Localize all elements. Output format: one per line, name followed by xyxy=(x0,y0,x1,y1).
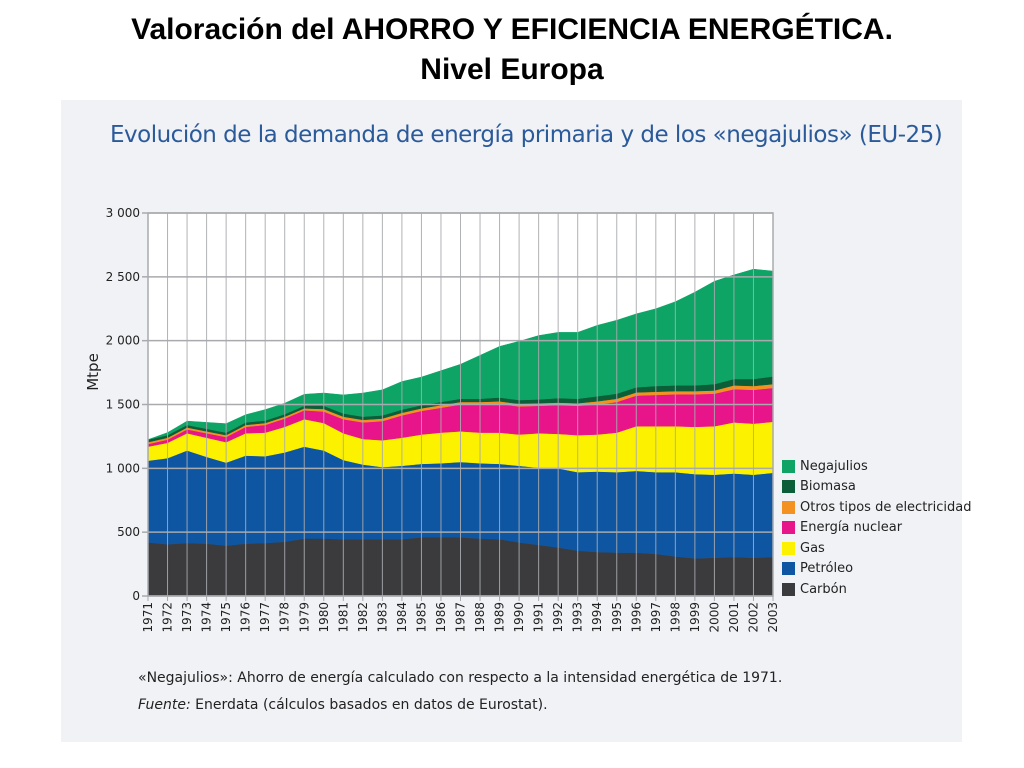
x-tick-label: 1997 xyxy=(649,602,663,633)
x-tick-label: 1992 xyxy=(551,602,565,633)
slide-title: Valoración del AHORRO Y EFICIENCIA ENERG… xyxy=(0,10,1024,90)
legend-label: Biomasa xyxy=(800,479,856,495)
slide-title-line1: Valoración del AHORRO Y EFICIENCIA ENERG… xyxy=(131,13,893,46)
plot-frame xyxy=(147,212,774,597)
legend-swatch xyxy=(782,521,795,535)
x-tick-label: 1995 xyxy=(610,602,624,633)
legend-swatch xyxy=(782,480,795,494)
x-tick-label: 1989 xyxy=(493,602,507,633)
legend-swatch xyxy=(782,582,795,596)
x-tick-label: 1993 xyxy=(571,602,585,633)
legend-item-otros-tipos-de-electricidad: Otros tipos de electricidad xyxy=(782,497,972,518)
x-tick-label: 1984 xyxy=(395,602,409,633)
x-tick-label: 2000 xyxy=(707,602,721,633)
x-tick-label: 1985 xyxy=(414,602,428,633)
y-tick-label: 1 500 xyxy=(106,398,140,412)
x-tick-label: 1971 xyxy=(141,602,155,633)
source-label: Fuente: xyxy=(138,697,191,713)
legend-label: Carbón xyxy=(800,581,847,597)
x-tick-label: 1982 xyxy=(356,602,370,633)
legend-swatch xyxy=(782,562,795,576)
legend-swatch xyxy=(782,500,795,514)
slide-title-line2: Nivel Europa xyxy=(420,53,604,86)
x-tick-label: 1988 xyxy=(473,602,487,633)
x-tick-label: 1978 xyxy=(278,602,292,633)
y-tick-label: 3 000 xyxy=(106,206,140,220)
x-tick-label: 1990 xyxy=(512,602,526,633)
x-tick-label: 1998 xyxy=(668,602,682,633)
legend-label: Otros tipos de electricidad xyxy=(800,499,972,515)
y-tick-label: 2 500 xyxy=(106,270,140,284)
x-tick-label: 1980 xyxy=(317,602,331,633)
legend-label: Gas xyxy=(800,540,825,556)
x-tick-label: 2001 xyxy=(727,602,741,633)
legend-label: Energía nuclear xyxy=(800,520,903,536)
x-tick-label: 2003 xyxy=(766,602,780,633)
legend-item-petroleo: Petróleo xyxy=(782,559,972,580)
legend-item-carbon: Carbón xyxy=(782,579,972,600)
y-axis-label: Mtpe xyxy=(84,353,102,391)
x-tick-label: 1999 xyxy=(688,602,702,633)
x-tick-label: 1986 xyxy=(434,602,448,633)
legend-swatch xyxy=(782,541,795,555)
x-tick-label: 1976 xyxy=(239,602,253,633)
legend-item-energia-nuclear: Energía nuclear xyxy=(782,518,972,539)
legend-item-gas: Gas xyxy=(782,538,972,559)
legend-label: Negajulios xyxy=(800,458,868,474)
x-tick-label: 1979 xyxy=(297,602,311,633)
chart-legend: Negajulios Biomasa Otros tipos de electric… xyxy=(782,456,972,600)
y-tick-label: 1 000 xyxy=(106,461,140,475)
x-tick-label: 1974 xyxy=(200,602,214,633)
x-tick-label: 1994 xyxy=(590,602,604,633)
x-tick-label: 1973 xyxy=(180,602,194,633)
x-tick-label: 2002 xyxy=(746,602,760,633)
x-tick-label: 1981 xyxy=(336,602,350,633)
legend-swatch xyxy=(782,459,795,473)
chart-title: Evolución de la demanda de energía prima… xyxy=(110,122,943,148)
source-text: Enerdata (cálculos basados en datos de E… xyxy=(190,697,548,713)
x-tick-label: 1975 xyxy=(219,602,233,633)
legend-item-negajulios: Negajulios xyxy=(782,456,972,477)
y-tick-label: 500 xyxy=(117,525,140,539)
source-note: Fuente: Enerdata (cálculos basados en da… xyxy=(138,697,548,713)
y-tick-label: 0 xyxy=(132,589,140,603)
x-tick-label: 1991 xyxy=(532,602,546,633)
legend-label: Petróleo xyxy=(800,561,854,577)
y-tick-label: 2 000 xyxy=(106,334,140,348)
x-tick-label: 1983 xyxy=(375,602,389,633)
negajulios-note: «Negajulios»: Ahorro de energía calculad… xyxy=(138,670,783,686)
legend-item-biomasa: Biomasa xyxy=(782,477,972,498)
x-tick-label: 1996 xyxy=(629,602,643,633)
x-tick-label: 1972 xyxy=(161,602,175,633)
x-tick-label: 1977 xyxy=(258,602,272,633)
x-tick-label: 1987 xyxy=(454,602,468,633)
